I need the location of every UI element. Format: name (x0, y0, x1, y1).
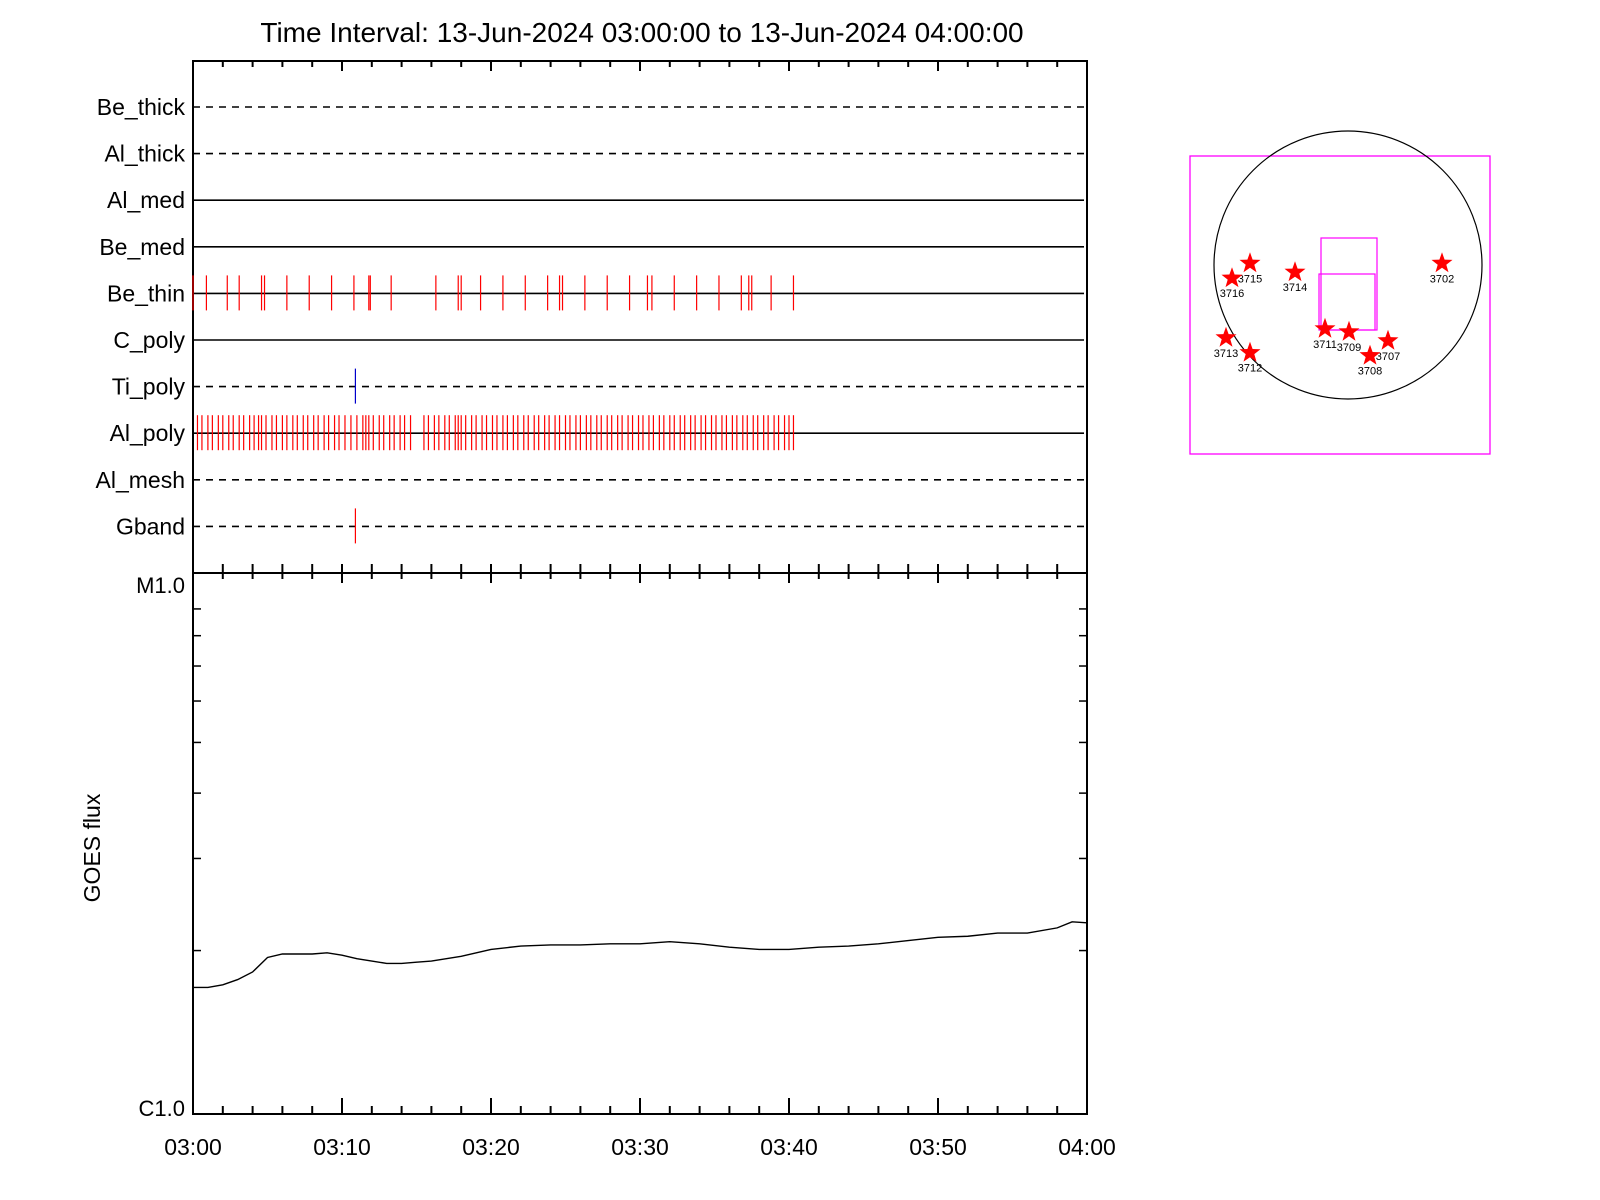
active-region-marker (1215, 326, 1237, 347)
timeline-panel: Be_thick Al_thick Al_med Be_med Be_thin C_pol… (96, 60, 1088, 574)
channel-label: Ti_poly (112, 374, 186, 400)
goes-flux-line (193, 921, 1088, 989)
channel-label: Al_med (107, 187, 185, 213)
solar-disk (1213, 130, 1483, 400)
active-region-label: 3716 (1220, 288, 1244, 300)
x-tick-label: 03:20 (462, 1134, 520, 1160)
active-region-label: 3707 (1376, 351, 1400, 363)
active-region-marker (1221, 267, 1243, 288)
channel-label: C_poly (113, 327, 185, 353)
active-region-label: 3702 (1430, 273, 1454, 285)
x-tick-label: 03:30 (611, 1134, 669, 1160)
x-tick-label: 03:00 (164, 1134, 222, 1160)
active-region-marker (1377, 329, 1399, 350)
y-axis-label: GOES flux (79, 793, 105, 902)
x-tick-label: 03:10 (313, 1134, 371, 1160)
channel-label: Be_thin (107, 280, 185, 306)
active-region-marker (1284, 261, 1306, 282)
goes-frame (192, 572, 1088, 1115)
channel-label: Gband (116, 513, 185, 539)
active-region-marker (1359, 344, 1381, 365)
channel-label: Be_thick (97, 94, 186, 120)
channel-label: Al_poly (110, 420, 186, 446)
y-tick-label: M1.0 (136, 573, 185, 598)
active-region-label: 3709 (1337, 342, 1361, 354)
active-region-label: 3715 (1238, 273, 1262, 285)
timeline-frame (192, 60, 1088, 574)
fov-box (1320, 237, 1378, 331)
channel-label: Al_mesh (96, 467, 185, 493)
channel-label: Al_thick (104, 141, 185, 167)
active-region-label: 3713 (1214, 348, 1238, 360)
chart-title: Time Interval: 13-Jun-2024 03:00:00 to 1… (260, 17, 1023, 48)
active-region-label: 3712 (1238, 363, 1262, 375)
x-tick-label: 03:40 (760, 1134, 818, 1160)
goes-flux-panel: 03:00 03:10 03:20 03:30 03:40 03:50 04:00 C1.0 M… (79, 564, 1116, 1160)
active-region-label: 3711 (1313, 339, 1337, 351)
active-region-label: 3714 (1283, 282, 1307, 294)
fov-box (1318, 273, 1376, 331)
active-region-marker (1239, 252, 1261, 273)
map-frame (1189, 155, 1491, 455)
y-tick-label: C1.0 (139, 1096, 185, 1121)
x-tick-label: 03:50 (909, 1134, 967, 1160)
channel-label: Be_med (99, 234, 185, 260)
active-region-marker (1239, 341, 1261, 362)
active-region-label: 3708 (1358, 366, 1382, 378)
active-region-marker (1431, 252, 1453, 273)
active-region-marker (1338, 320, 1360, 341)
x-tick-label: 04:00 (1058, 1134, 1116, 1160)
active-region-marker (1314, 317, 1336, 338)
